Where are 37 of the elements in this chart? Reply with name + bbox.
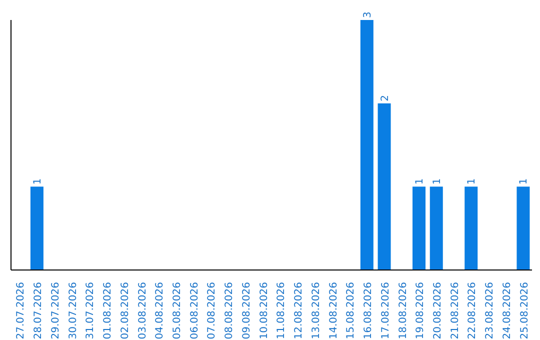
x-tick-label: 03.08.2026 [137, 282, 148, 340]
data-label: 1 [518, 178, 530, 185]
x-tick-label: 04.08.2026 [154, 282, 166, 340]
x-tick-label: 30.07.2026 [68, 282, 79, 340]
x-tick-label: 24.08.2026 [502, 282, 513, 340]
x-tick-label: 11.08.2026 [276, 282, 288, 340]
x-tick-label: 27.07.2026 [16, 282, 27, 340]
data-label: 1 [466, 178, 478, 185]
x-tick-label: 01.08.2026 [102, 282, 114, 340]
data-label: 2 [380, 94, 391, 102]
x-tick-label: 16.08.2026 [363, 282, 374, 340]
x-tick-label: 07.08.2026 [206, 282, 218, 340]
data-label: 3 [362, 12, 374, 18]
x-tick-label: 28.07.2026 [33, 282, 44, 340]
data-label: 1 [432, 178, 443, 185]
x-tick-label: 22.08.2026 [467, 282, 478, 340]
x-tick-label: 15.08.2026 [346, 282, 357, 340]
data-label: 1 [414, 178, 426, 185]
x-tick-label: 23.08.2026 [484, 282, 496, 340]
x-tick-label: 14.08.2026 [328, 282, 340, 340]
x-tick-label: 25.08.2026 [519, 282, 530, 340]
x-tick-label: 12.08.2026 [294, 282, 305, 340]
x-tick-label: 21.08.2026 [450, 282, 461, 340]
x-tick-label: 31.07.2026 [85, 282, 96, 340]
x-tick-label: 10.08.2026 [258, 282, 270, 340]
x-tick-label: 19.08.2026 [415, 282, 426, 340]
x-tick-label: 09.08.2026 [241, 282, 252, 340]
x-tick-label: 02.08.2026 [120, 282, 131, 340]
x-tick-label: 08.08.2026 [224, 282, 236, 340]
x-tick-label: 06.08.2026 [189, 282, 200, 340]
x-tick-label: 18.08.2026 [398, 282, 409, 340]
x-tick-label: 17.08.2026 [380, 282, 392, 340]
x-tick-label: 29.07.2026 [50, 282, 62, 340]
x-tick-label: 13.08.2026 [310, 282, 322, 340]
x-tick-label: 05.08.2026 [172, 282, 183, 340]
x-tick-label: 20.08.2026 [432, 282, 444, 340]
data-label: 1 [32, 178, 44, 185]
